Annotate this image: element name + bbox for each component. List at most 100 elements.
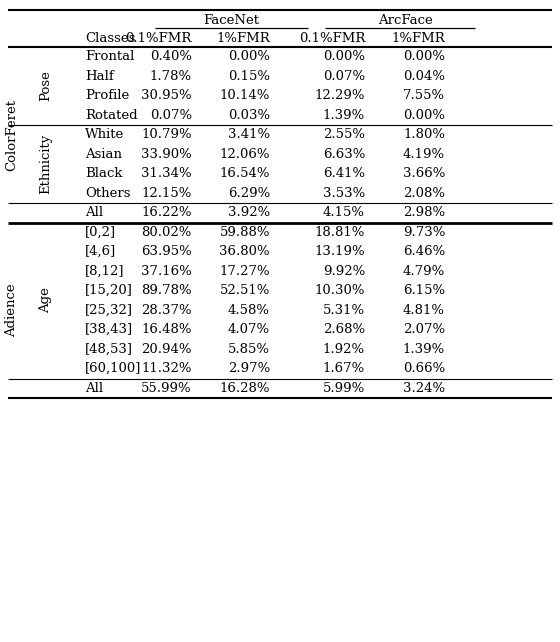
Text: Pose: Pose — [40, 71, 53, 101]
Text: White: White — [85, 128, 124, 141]
Text: 20.94%: 20.94% — [142, 343, 192, 356]
Text: Age: Age — [40, 288, 53, 313]
Text: 0.04%: 0.04% — [403, 70, 445, 83]
Text: 10.79%: 10.79% — [141, 128, 192, 141]
Text: [15,20]: [15,20] — [85, 284, 133, 297]
Text: 4.15%: 4.15% — [323, 206, 365, 220]
Text: 2.68%: 2.68% — [323, 324, 365, 336]
Text: 7.55%: 7.55% — [403, 89, 445, 102]
Text: 6.29%: 6.29% — [228, 187, 270, 200]
Text: 2.08%: 2.08% — [403, 187, 445, 200]
Text: 10.14%: 10.14% — [220, 89, 270, 102]
Text: Ethnicity: Ethnicity — [40, 134, 53, 194]
Text: All: All — [85, 206, 103, 220]
Text: 1%FMR: 1%FMR — [216, 31, 270, 44]
Text: 6.41%: 6.41% — [323, 168, 365, 180]
Text: 28.37%: 28.37% — [141, 304, 192, 317]
Text: 2.97%: 2.97% — [228, 362, 270, 376]
Text: 3.24%: 3.24% — [403, 382, 445, 395]
Text: Adience: Adience — [6, 283, 18, 337]
Text: 63.95%: 63.95% — [141, 245, 192, 258]
Text: [60,100]: [60,100] — [85, 362, 141, 376]
Text: 5.99%: 5.99% — [323, 382, 365, 395]
Text: 1.39%: 1.39% — [323, 108, 365, 122]
Text: 80.02%: 80.02% — [142, 226, 192, 239]
Text: [4,6]: [4,6] — [85, 245, 116, 258]
Text: 59.88%: 59.88% — [220, 226, 270, 239]
Text: 5.85%: 5.85% — [228, 343, 270, 356]
Text: FaceNet: FaceNet — [203, 13, 259, 26]
Text: ArcFace: ArcFace — [377, 13, 432, 26]
Text: 1.78%: 1.78% — [150, 70, 192, 83]
Text: 36.80%: 36.80% — [220, 245, 270, 258]
Text: 0.1%FMR: 0.1%FMR — [125, 31, 192, 44]
Text: 5.31%: 5.31% — [323, 304, 365, 317]
Text: 0.66%: 0.66% — [403, 362, 445, 376]
Text: Black: Black — [85, 168, 123, 180]
Text: 16.28%: 16.28% — [220, 382, 270, 395]
Text: [25,32]: [25,32] — [85, 304, 133, 317]
Text: [48,53]: [48,53] — [85, 343, 133, 356]
Text: 9.73%: 9.73% — [403, 226, 445, 239]
Text: 3.41%: 3.41% — [228, 128, 270, 141]
Text: 11.32%: 11.32% — [142, 362, 192, 376]
Text: ColorFeret: ColorFeret — [6, 99, 18, 171]
Text: 4.79%: 4.79% — [403, 265, 445, 278]
Text: 16.54%: 16.54% — [220, 168, 270, 180]
Text: 12.15%: 12.15% — [142, 187, 192, 200]
Text: 18.81%: 18.81% — [315, 226, 365, 239]
Text: Profile: Profile — [85, 89, 129, 102]
Text: 0.07%: 0.07% — [150, 108, 192, 122]
Text: 1%FMR: 1%FMR — [391, 31, 445, 44]
Text: 52.51%: 52.51% — [220, 284, 270, 297]
Text: 16.22%: 16.22% — [142, 206, 192, 220]
Text: 2.07%: 2.07% — [403, 324, 445, 336]
Text: 6.15%: 6.15% — [403, 284, 445, 297]
Text: 4.81%: 4.81% — [403, 304, 445, 317]
Text: 6.46%: 6.46% — [403, 245, 445, 258]
Text: 2.98%: 2.98% — [403, 206, 445, 220]
Text: 37.16%: 37.16% — [141, 265, 192, 278]
Text: 1.92%: 1.92% — [323, 343, 365, 356]
Text: 0.00%: 0.00% — [323, 50, 365, 64]
Text: 31.34%: 31.34% — [141, 168, 192, 180]
Text: 12.29%: 12.29% — [315, 89, 365, 102]
Text: [0,2]: [0,2] — [85, 226, 116, 239]
Text: 10.30%: 10.30% — [315, 284, 365, 297]
Text: 16.48%: 16.48% — [142, 324, 192, 336]
Text: Half: Half — [85, 70, 114, 83]
Text: Classes: Classes — [85, 31, 136, 44]
Text: 0.1%FMR: 0.1%FMR — [298, 31, 365, 44]
Text: Asian: Asian — [85, 148, 122, 160]
Text: 33.90%: 33.90% — [141, 148, 192, 160]
Text: 9.92%: 9.92% — [323, 265, 365, 278]
Text: 0.03%: 0.03% — [228, 108, 270, 122]
Text: 89.78%: 89.78% — [141, 284, 192, 297]
Text: 1.67%: 1.67% — [323, 362, 365, 376]
Text: [8,12]: [8,12] — [85, 265, 124, 278]
Text: 3.92%: 3.92% — [228, 206, 270, 220]
Text: 4.19%: 4.19% — [403, 148, 445, 160]
Text: 4.07%: 4.07% — [228, 324, 270, 336]
Text: 12.06%: 12.06% — [220, 148, 270, 160]
Text: 1.39%: 1.39% — [403, 343, 445, 356]
Text: 4.58%: 4.58% — [228, 304, 270, 317]
Text: 3.53%: 3.53% — [323, 187, 365, 200]
Text: 6.63%: 6.63% — [323, 148, 365, 160]
Text: 30.95%: 30.95% — [141, 89, 192, 102]
Text: 1.80%: 1.80% — [403, 128, 445, 141]
Text: All: All — [85, 382, 103, 395]
Text: 0.40%: 0.40% — [150, 50, 192, 64]
Text: 2.55%: 2.55% — [323, 128, 365, 141]
Text: 0.15%: 0.15% — [228, 70, 270, 83]
Text: 0.00%: 0.00% — [403, 50, 445, 64]
Text: 0.00%: 0.00% — [403, 108, 445, 122]
Text: 17.27%: 17.27% — [220, 265, 270, 278]
Text: 3.66%: 3.66% — [403, 168, 445, 180]
Text: Rotated: Rotated — [85, 108, 138, 122]
Text: Frontal: Frontal — [85, 50, 134, 64]
Text: 0.00%: 0.00% — [228, 50, 270, 64]
Text: Others: Others — [85, 187, 130, 200]
Text: [38,43]: [38,43] — [85, 324, 133, 336]
Text: 55.99%: 55.99% — [141, 382, 192, 395]
